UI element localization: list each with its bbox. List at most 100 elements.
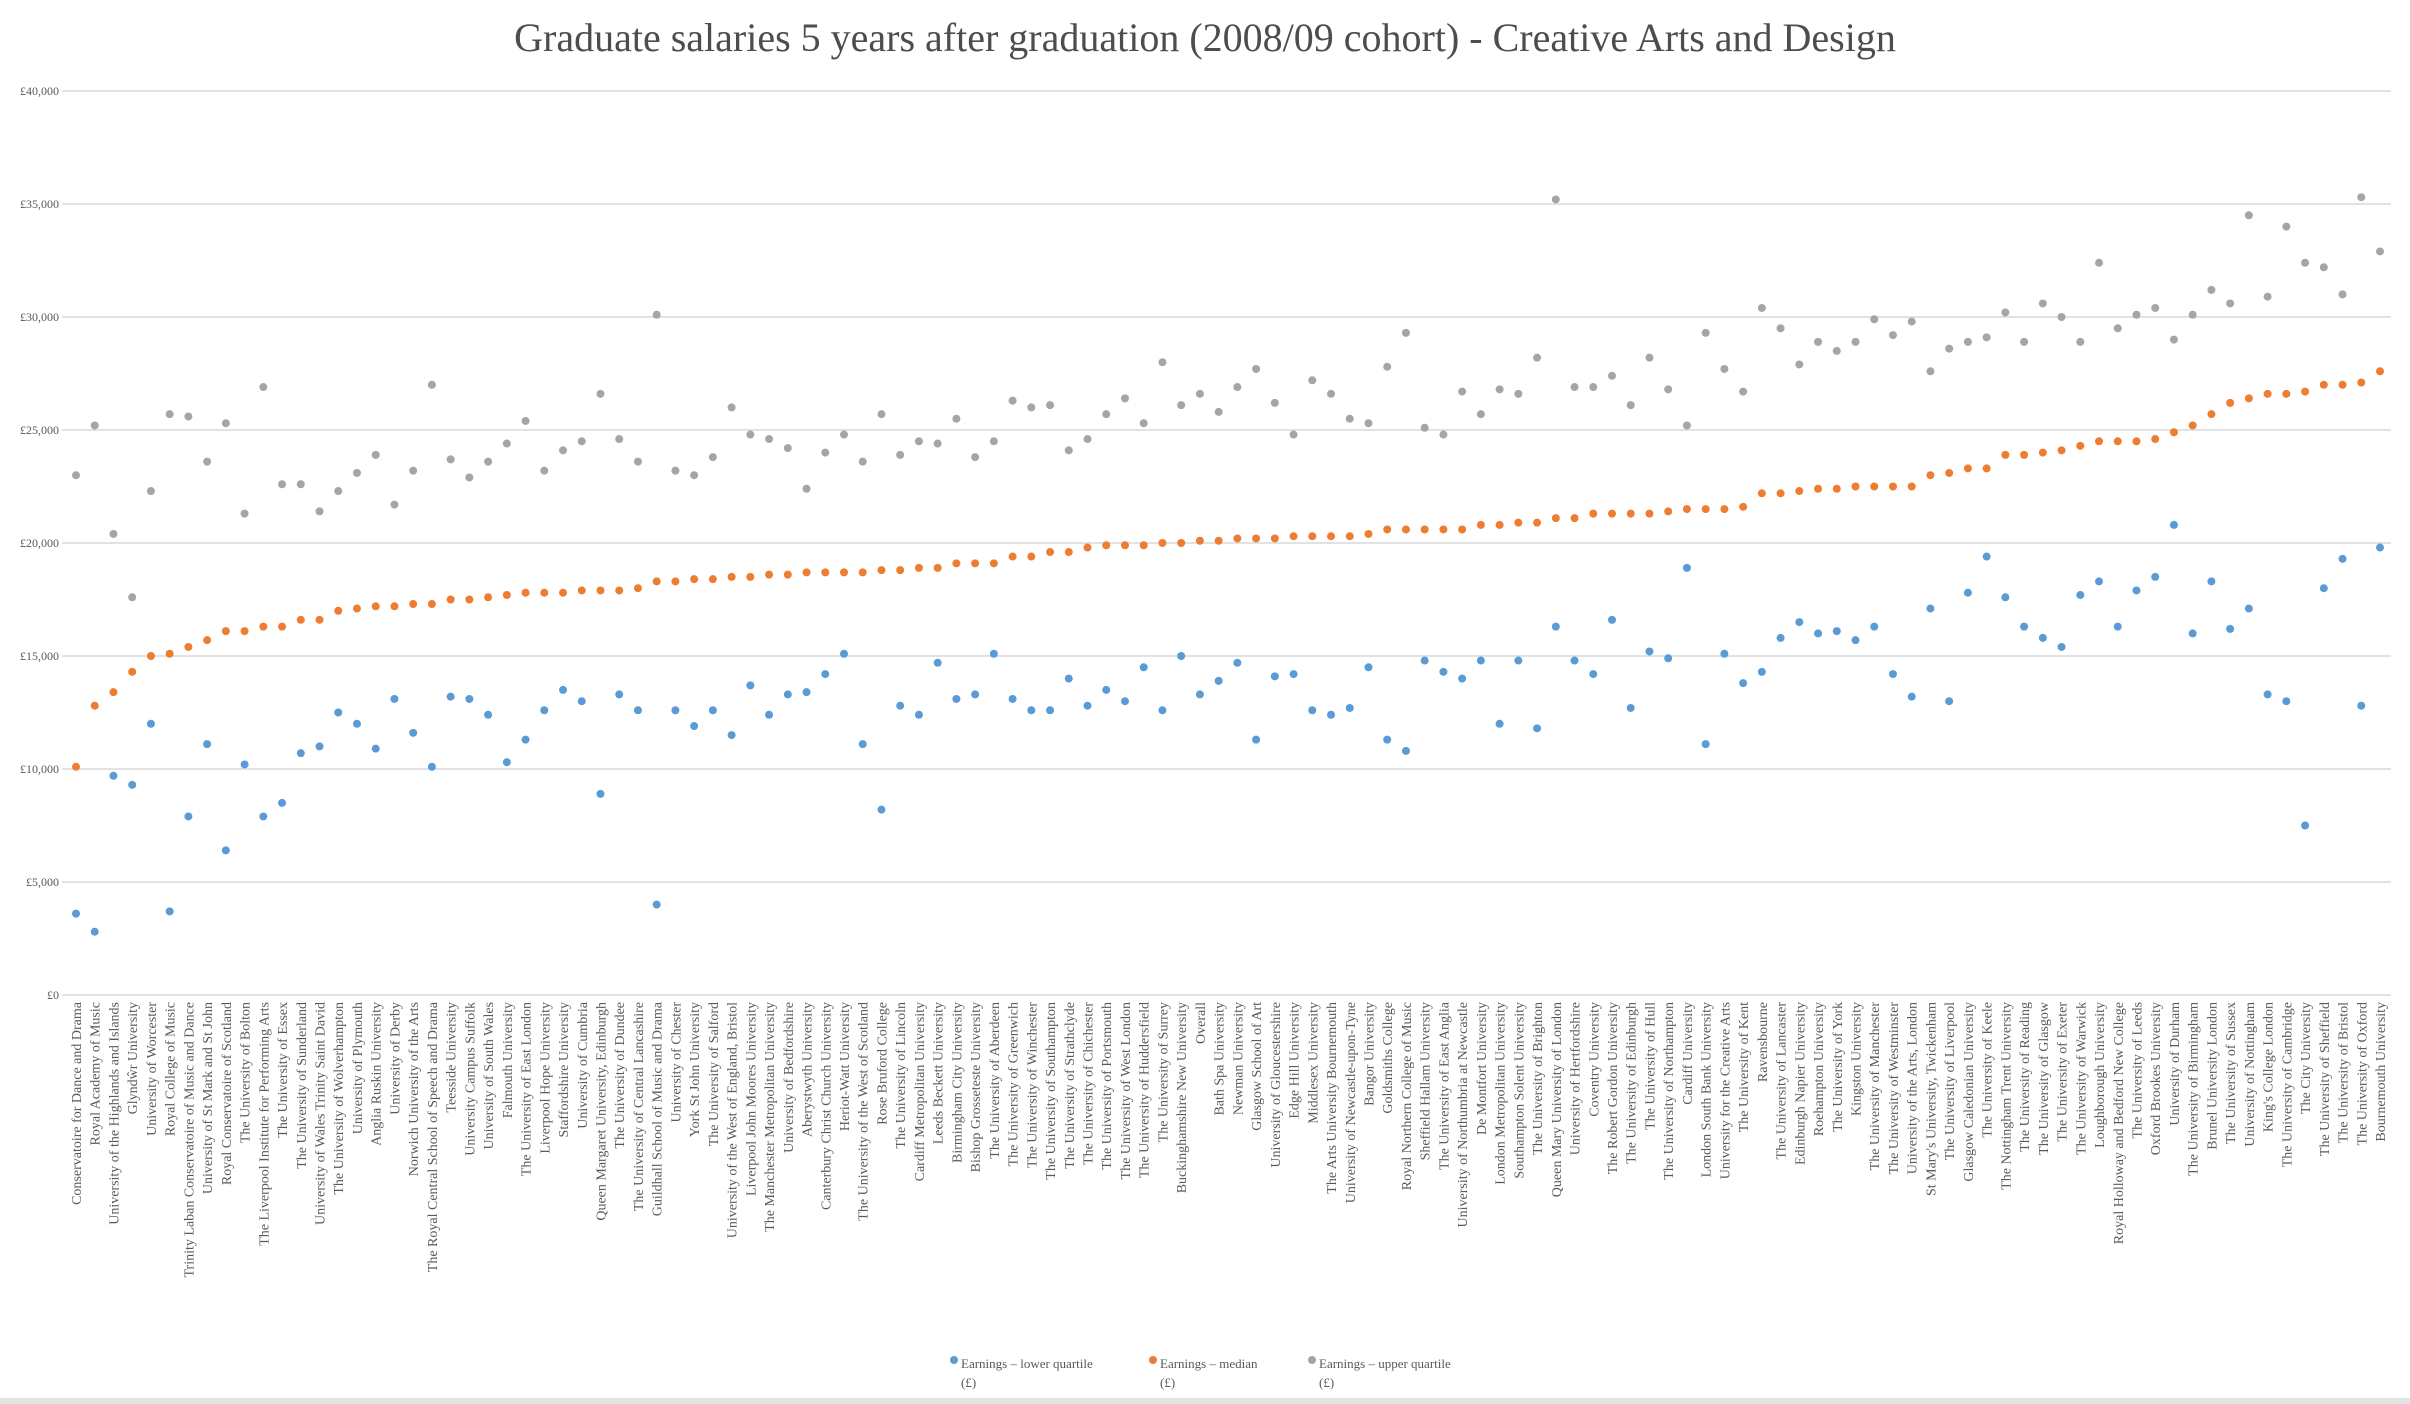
data-point[interactable] [1514, 518, 1523, 527]
data-point[interactable] [1739, 387, 1748, 396]
data-point[interactable] [1907, 482, 1916, 491]
data-point[interactable] [2057, 642, 2066, 651]
data-point[interactable] [1533, 518, 1542, 527]
data-point[interactable] [1345, 414, 1354, 423]
data-point[interactable] [1888, 482, 1897, 491]
data-point[interactable] [708, 453, 717, 462]
data-point[interactable] [90, 701, 99, 710]
data-point[interactable] [1008, 396, 1017, 405]
data-point[interactable] [2319, 584, 2328, 593]
data-point[interactable] [427, 600, 436, 609]
data-point[interactable] [2338, 554, 2347, 563]
data-point[interactable] [1177, 539, 1186, 547]
data-point[interactable] [1888, 331, 1897, 340]
data-point[interactable] [203, 740, 212, 749]
data-point[interactable] [652, 900, 661, 909]
data-point[interactable] [2282, 389, 2291, 398]
data-point[interactable] [502, 758, 511, 767]
data-point[interactable] [1233, 658, 1242, 667]
data-point[interactable] [352, 604, 361, 613]
data-point[interactable] [203, 457, 212, 466]
data-point[interactable] [1158, 539, 1167, 547]
data-point[interactable] [1252, 735, 1261, 744]
data-point[interactable] [1514, 389, 1523, 398]
data-point[interactable] [1214, 536, 1223, 545]
data-point[interactable] [1533, 724, 1542, 733]
data-point[interactable] [540, 706, 549, 715]
data-point[interactable] [1814, 629, 1823, 638]
data-point[interactable] [334, 708, 343, 717]
data-point[interactable] [1046, 706, 1055, 715]
data-point[interactable] [1814, 484, 1823, 493]
data-point[interactable] [933, 658, 942, 667]
data-point[interactable] [1383, 735, 1392, 744]
data-point[interactable] [1027, 552, 1036, 561]
data-point[interactable] [2001, 450, 2010, 459]
data-point[interactable] [1139, 541, 1148, 550]
data-point[interactable] [2076, 590, 2085, 599]
data-point[interactable] [146, 652, 155, 660]
data-point[interactable] [2132, 310, 2141, 319]
data-point[interactable] [2226, 299, 2235, 308]
data-point[interactable] [1963, 588, 1972, 597]
data-point[interactable] [615, 586, 624, 595]
data-point[interactable] [2132, 437, 2141, 446]
data-point[interactable] [1720, 505, 1729, 514]
data-point[interactable] [1739, 679, 1748, 688]
data-point[interactable] [484, 457, 493, 466]
data-point[interactable] [1888, 670, 1897, 679]
data-point[interactable] [409, 466, 418, 475]
data-point[interactable] [2113, 622, 2122, 631]
data-point[interactable] [1795, 618, 1804, 627]
data-point[interactable] [1102, 685, 1111, 694]
data-point[interactable] [1589, 383, 1598, 392]
data-point[interactable] [2357, 701, 2366, 710]
data-point[interactable] [2376, 247, 2384, 256]
data-point[interactable] [1158, 358, 1167, 367]
data-point[interactable] [2113, 324, 2122, 333]
data-point[interactable] [2301, 258, 2310, 267]
data-point[interactable] [1757, 667, 1766, 676]
data-point[interactable] [802, 568, 811, 577]
data-point[interactable] [390, 694, 399, 703]
data-point[interactable] [633, 706, 642, 715]
data-point[interactable] [765, 435, 774, 444]
data-point[interactable] [1420, 423, 1429, 432]
data-point[interactable] [2226, 624, 2235, 633]
data-point[interactable] [1720, 649, 1729, 658]
data-point[interactable] [1345, 703, 1354, 712]
data-point[interactable] [109, 529, 118, 538]
data-point[interactable] [296, 480, 305, 489]
data-point[interactable] [1195, 389, 1204, 398]
data-point[interactable] [296, 615, 305, 624]
data-point[interactable] [109, 688, 118, 697]
data-point[interactable] [914, 563, 923, 572]
data-point[interactable] [708, 575, 717, 584]
data-point[interactable] [802, 688, 811, 697]
data-point[interactable] [2188, 310, 2197, 319]
data-point[interactable] [1195, 536, 1204, 545]
data-point[interactable] [1589, 670, 1598, 679]
data-point[interactable] [352, 719, 361, 728]
data-point[interactable] [1626, 703, 1635, 712]
data-point[interactable] [896, 450, 905, 459]
data-point[interactable] [315, 742, 324, 751]
data-point[interactable] [1364, 529, 1373, 538]
data-point[interactable] [2319, 263, 2328, 272]
data-point[interactable] [2169, 428, 2178, 437]
data-point[interactable] [840, 430, 848, 439]
data-point[interactable] [952, 694, 961, 703]
data-point[interactable] [1458, 387, 1467, 396]
data-point[interactable] [914, 437, 923, 446]
data-point[interactable] [1963, 337, 1972, 346]
data-point[interactable] [2263, 389, 2272, 398]
data-point[interactable] [109, 771, 118, 780]
data-point[interactable] [596, 586, 605, 595]
data-point[interactable] [802, 484, 811, 493]
data-point[interactable] [334, 487, 343, 496]
data-point[interactable] [2169, 520, 2178, 529]
data-point[interactable] [1645, 509, 1654, 518]
data-point[interactable] [1289, 670, 1298, 679]
data-point[interactable] [2301, 821, 2310, 830]
data-point[interactable] [1289, 532, 1298, 541]
